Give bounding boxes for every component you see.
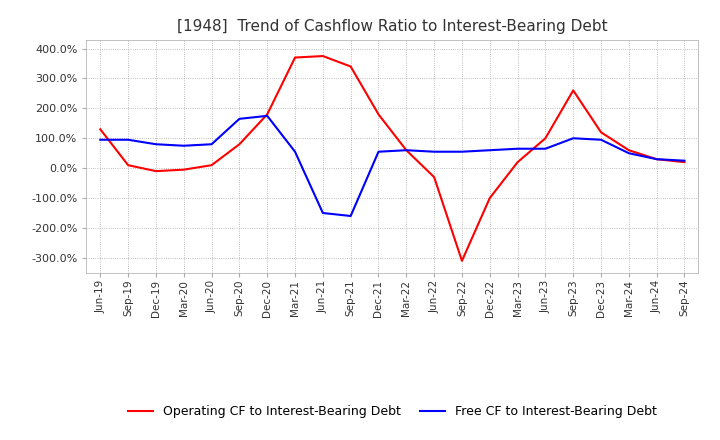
Free CF to Interest-Bearing Debt — [318, 210, 327, 216]
Free CF to Interest-Bearing Debt — [569, 136, 577, 141]
Free CF to Interest-Bearing Debt — [597, 137, 606, 143]
Free CF to Interest-Bearing Debt — [96, 137, 104, 143]
Operating CF to Interest-Bearing Debt — [207, 162, 216, 168]
Operating CF to Interest-Bearing Debt — [680, 160, 689, 165]
Operating CF to Interest-Bearing Debt — [124, 162, 132, 168]
Operating CF to Interest-Bearing Debt — [235, 142, 243, 147]
Operating CF to Interest-Bearing Debt — [597, 130, 606, 135]
Free CF to Interest-Bearing Debt — [680, 158, 689, 163]
Title: [1948]  Trend of Cashflow Ratio to Interest-Bearing Debt: [1948] Trend of Cashflow Ratio to Intere… — [177, 19, 608, 34]
Free CF to Interest-Bearing Debt — [485, 147, 494, 153]
Operating CF to Interest-Bearing Debt — [430, 175, 438, 180]
Operating CF to Interest-Bearing Debt — [152, 169, 161, 174]
Operating CF to Interest-Bearing Debt — [179, 167, 188, 172]
Free CF to Interest-Bearing Debt — [346, 213, 355, 219]
Free CF to Interest-Bearing Debt — [291, 149, 300, 154]
Legend: Operating CF to Interest-Bearing Debt, Free CF to Interest-Bearing Debt: Operating CF to Interest-Bearing Debt, F… — [123, 400, 662, 423]
Free CF to Interest-Bearing Debt — [124, 137, 132, 143]
Operating CF to Interest-Bearing Debt — [569, 88, 577, 93]
Free CF to Interest-Bearing Debt — [430, 149, 438, 154]
Operating CF to Interest-Bearing Debt — [458, 258, 467, 264]
Free CF to Interest-Bearing Debt — [152, 142, 161, 147]
Operating CF to Interest-Bearing Debt — [96, 127, 104, 132]
Free CF to Interest-Bearing Debt — [374, 149, 383, 154]
Free CF to Interest-Bearing Debt — [652, 157, 661, 162]
Line: Operating CF to Interest-Bearing Debt: Operating CF to Interest-Bearing Debt — [100, 56, 685, 261]
Free CF to Interest-Bearing Debt — [458, 149, 467, 154]
Free CF to Interest-Bearing Debt — [179, 143, 188, 148]
Free CF to Interest-Bearing Debt — [541, 146, 550, 151]
Operating CF to Interest-Bearing Debt — [291, 55, 300, 60]
Operating CF to Interest-Bearing Debt — [541, 136, 550, 141]
Free CF to Interest-Bearing Debt — [235, 116, 243, 121]
Line: Free CF to Interest-Bearing Debt: Free CF to Interest-Bearing Debt — [100, 116, 685, 216]
Operating CF to Interest-Bearing Debt — [485, 195, 494, 201]
Free CF to Interest-Bearing Debt — [402, 147, 410, 153]
Free CF to Interest-Bearing Debt — [513, 146, 522, 151]
Operating CF to Interest-Bearing Debt — [624, 147, 633, 153]
Operating CF to Interest-Bearing Debt — [513, 160, 522, 165]
Free CF to Interest-Bearing Debt — [263, 113, 271, 118]
Free CF to Interest-Bearing Debt — [207, 142, 216, 147]
Operating CF to Interest-Bearing Debt — [346, 64, 355, 69]
Operating CF to Interest-Bearing Debt — [652, 157, 661, 162]
Operating CF to Interest-Bearing Debt — [263, 112, 271, 117]
Operating CF to Interest-Bearing Debt — [402, 147, 410, 153]
Operating CF to Interest-Bearing Debt — [374, 112, 383, 117]
Free CF to Interest-Bearing Debt — [624, 150, 633, 156]
Operating CF to Interest-Bearing Debt — [318, 53, 327, 59]
